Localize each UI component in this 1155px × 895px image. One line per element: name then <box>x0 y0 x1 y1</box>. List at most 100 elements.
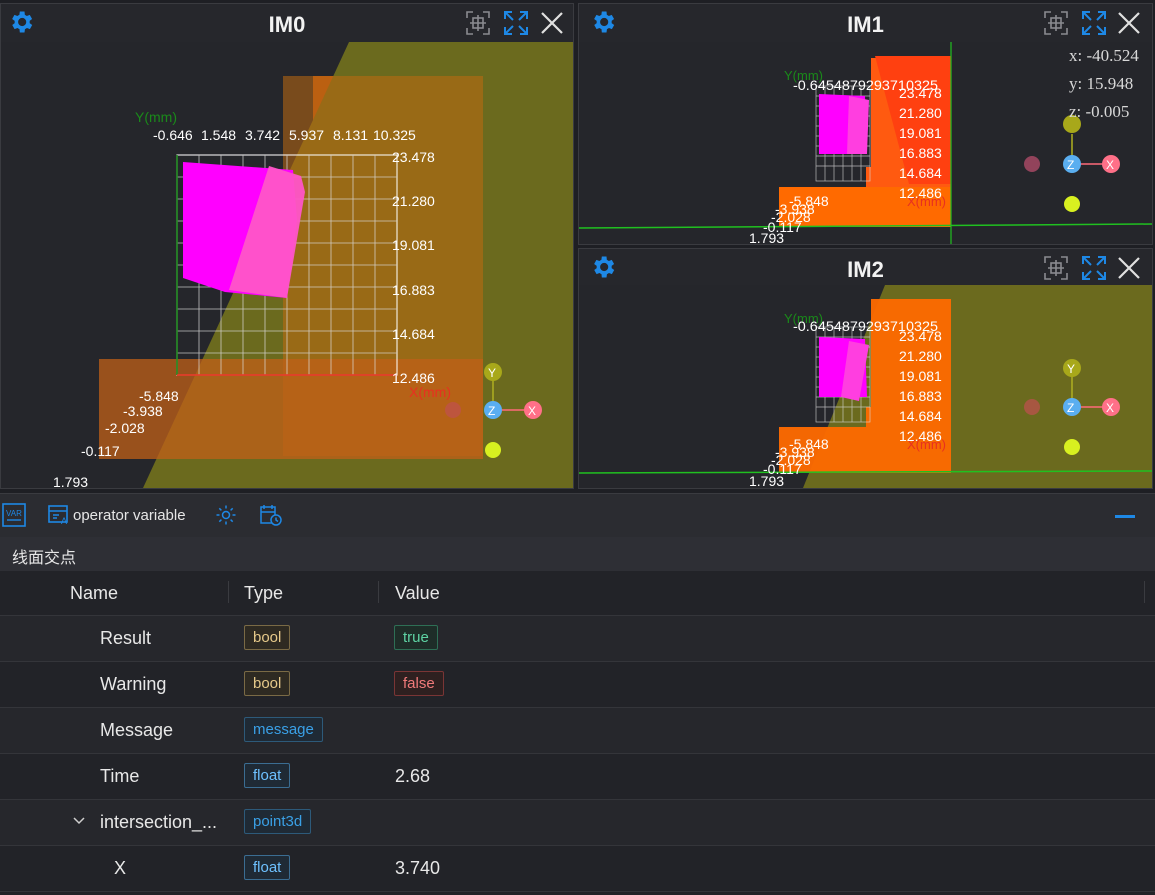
gizmo-z-label: Z <box>1067 158 1074 172</box>
z-tick-label: -2.028 <box>771 209 811 225</box>
type-badge: float <box>244 855 291 880</box>
type-badge: bool <box>244 625 291 650</box>
table-row[interactable]: Warning bool false <box>0 662 1155 708</box>
expand-icon[interactable] <box>1081 255 1107 281</box>
column-divider[interactable] <box>378 581 379 603</box>
cursor-z-coordinate: z: -0.005 <box>1069 102 1130 121</box>
axis-gizmo[interactable]: Y Z X <box>445 363 542 458</box>
fit-view-icon[interactable] <box>1043 10 1069 36</box>
z-tick-label: -0.117 <box>763 461 802 477</box>
x-tick-label: 8.131 <box>333 127 368 143</box>
y-tick-label: 21.280 <box>899 105 942 121</box>
value-badge-false: false <box>394 671 444 696</box>
gizmo-x-label: X <box>1106 401 1114 415</box>
view-title: IM0 <box>268 12 306 37</box>
y-tick-label: 19.081 <box>899 125 942 141</box>
x-tick-label: -0.646 <box>153 127 193 143</box>
cursor-x-coordinate: x: -40.524 <box>1069 46 1139 65</box>
section-header: 线面交点 <box>0 537 1155 571</box>
x-tick-label: 3.742 <box>245 127 280 143</box>
table-header: Name Type Value <box>0 571 1155 616</box>
cursor-y-coordinate: y: 15.948 <box>1069 74 1134 93</box>
column-divider[interactable] <box>228 581 229 603</box>
y-tick-label: 12.486 <box>899 185 942 201</box>
column-header-type[interactable]: Type <box>244 583 284 603</box>
x-tick-label: 10.325 <box>373 127 416 143</box>
3d-viewport[interactable]: Y(mm) X(mm) -0.6454879293710325 23.478 2… <box>579 285 1152 488</box>
table-row[interactable]: Message message <box>0 708 1155 754</box>
x-tick-label: 1.548 <box>201 127 236 143</box>
chevron-down-icon[interactable] <box>72 814 86 828</box>
3d-viewport[interactable]: Y(mm) X(mm) -0.646 1.548 3.742 5.937 8.1… <box>1 42 573 488</box>
z-tick-label: -0.117 <box>81 443 120 459</box>
row-name: Result <box>100 628 152 648</box>
x-tick-labels-overlapping: -0.6454879293710325 <box>793 318 938 334</box>
settings-gear-icon[interactable] <box>589 8 617 36</box>
settings-gear-icon[interactable] <box>7 8 35 36</box>
minimize-button[interactable] <box>1115 515 1135 518</box>
gizmo-z-label: Z <box>1067 401 1074 415</box>
svg-text:A: A <box>61 516 67 526</box>
row-name: Message <box>100 720 174 740</box>
table-row[interactable]: Result bool true <box>0 616 1155 662</box>
y-tick-label: 16.883 <box>392 282 435 298</box>
z-tick-label: -3.938 <box>775 444 815 460</box>
z-tick-label: -5.848 <box>789 436 829 452</box>
gizmo-z-label: Z <box>488 404 495 418</box>
svg-text:VAR: VAR <box>6 509 22 518</box>
settings-gear-icon[interactable] <box>589 253 617 281</box>
view-pane-im2: IM2 Y(mm) X(mm) -0.6454879293710325 23.4… <box>578 248 1153 489</box>
expand-icon[interactable] <box>503 10 529 36</box>
axis-gizmo[interactable]: Y Z X <box>1024 359 1120 455</box>
y-tick-label: 23.478 <box>392 149 435 165</box>
z-tick-label: -3.938 <box>775 201 815 217</box>
table-row[interactable]: Time float 2.68 <box>0 754 1155 800</box>
y-tick-label: 12.486 <box>392 370 435 386</box>
z-tick-label: -2.028 <box>771 452 811 468</box>
gizmo-x-label: X <box>528 404 536 418</box>
operator-variable-tab[interactable]: operator variable <box>73 507 186 524</box>
settings-gear-icon[interactable] <box>214 502 238 528</box>
y-tick-label: 23.478 <box>899 85 942 101</box>
column-header-value[interactable]: Value <box>395 583 440 603</box>
x-tick-labels-overlapping: -0.6454879293710325 <box>793 77 938 93</box>
expand-icon[interactable] <box>1081 10 1107 36</box>
y-tick-label: 14.684 <box>899 165 942 181</box>
gizmo-y-label: Y <box>488 366 496 380</box>
variables-panel: VAR A operator variable 线面交点 Name Type V… <box>0 493 1155 895</box>
z-tick-label: -5.848 <box>139 388 179 404</box>
x-tick-label: 5.937 <box>289 127 324 143</box>
var-icon[interactable]: VAR <box>2 502 26 528</box>
y-tick-label: 14.684 <box>899 408 942 424</box>
row-value: 3.740 <box>395 858 441 878</box>
z-tick-label: 1.793 <box>53 474 88 488</box>
column-header-name[interactable]: Name <box>70 583 119 603</box>
y-tick-label: 16.883 <box>899 145 942 161</box>
close-icon[interactable] <box>539 10 565 36</box>
z-tick-label: 1.793 <box>749 230 784 244</box>
axis-gizmo[interactable]: Z X <box>1024 115 1120 212</box>
fit-view-icon[interactable] <box>1043 255 1069 281</box>
column-divider[interactable] <box>1144 581 1145 603</box>
close-icon[interactable] <box>1116 255 1142 281</box>
table-row-expandable[interactable]: intersection_... point3d <box>0 800 1155 846</box>
y-axis-label: Y(mm) <box>784 311 823 326</box>
schedule-icon[interactable] <box>259 502 283 528</box>
type-badge: float <box>244 763 291 788</box>
type-badge: message <box>244 717 323 742</box>
z-tick-label: -3.938 <box>123 403 163 419</box>
x-axis-label: X(mm) <box>907 437 946 452</box>
operator-variable-icon[interactable]: A <box>47 502 71 528</box>
y-axis-label: Y(mm) <box>784 68 823 83</box>
view-title: IM1 <box>847 12 884 37</box>
y-tick-label: 23.478 <box>899 328 942 344</box>
y-tick-label: 16.883 <box>899 388 942 404</box>
y-tick-label: 21.280 <box>392 193 435 209</box>
fit-view-icon[interactable] <box>465 10 491 36</box>
view-title: IM2 <box>847 257 884 282</box>
section-title: 线面交点 <box>12 550 77 567</box>
close-icon[interactable] <box>1116 10 1142 36</box>
table-row[interactable]: X float 3.740 <box>0 846 1155 892</box>
x-axis-label: X(mm) <box>907 194 946 209</box>
3d-viewport[interactable]: Y(mm) X(mm) -0.6454879293710325 23.478 2… <box>579 42 1152 244</box>
